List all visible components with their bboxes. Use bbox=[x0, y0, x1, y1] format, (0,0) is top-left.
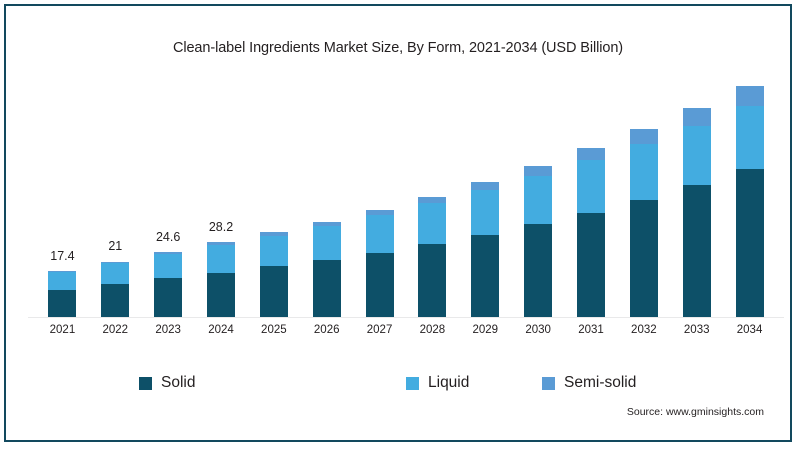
x-axis-tick-2025: 2025 bbox=[261, 324, 287, 336]
bar-segment-solid bbox=[101, 284, 130, 318]
bar-2024[interactable] bbox=[207, 242, 235, 318]
bar-segment-liquid bbox=[735, 106, 764, 170]
bar-2028[interactable] bbox=[418, 196, 447, 318]
bar-segment-semi-solid bbox=[735, 86, 764, 107]
bar-value-label-2022: 21 bbox=[108, 239, 123, 254]
bar-segment-solid bbox=[471, 234, 500, 318]
legend-item-semi-solid[interactable]: Semi-solid bbox=[542, 374, 636, 392]
bar-segment-liquid bbox=[629, 143, 658, 200]
x-axis-tick-2028: 2028 bbox=[419, 324, 446, 336]
bar-segment-solid bbox=[524, 224, 553, 318]
bar-segment-solid bbox=[577, 212, 605, 318]
bar-segment-liquid bbox=[524, 175, 553, 225]
bar-segment-liquid bbox=[471, 190, 500, 235]
x-axis-tick-2022: 2022 bbox=[102, 324, 129, 336]
bar-2023[interactable] bbox=[154, 251, 183, 318]
legend-swatch-semi-solid-icon bbox=[542, 376, 555, 390]
bar-segment-liquid bbox=[365, 215, 394, 253]
bar-2029[interactable] bbox=[471, 181, 500, 318]
legend-label: Liquid bbox=[428, 374, 470, 391]
legend-label: Semi-solid bbox=[564, 374, 637, 391]
bar-segment-solid bbox=[418, 244, 447, 318]
source-attribution: Source: www.gminsights.com bbox=[626, 406, 764, 418]
bar-value-label-2024: 28.2 bbox=[208, 220, 234, 235]
bar-2025[interactable] bbox=[259, 232, 288, 318]
x-axis-tick-2033: 2033 bbox=[683, 324, 710, 336]
bar-segment-semi-solid bbox=[101, 261, 130, 264]
bar-segment-semi-solid bbox=[682, 108, 711, 126]
bar-segment-semi-solid bbox=[154, 251, 183, 254]
bar-segment-liquid bbox=[682, 125, 711, 186]
bar-segment-liquid bbox=[48, 272, 77, 291]
bar-2026[interactable] bbox=[312, 221, 341, 318]
bar-2032[interactable] bbox=[629, 128, 658, 318]
bar-segment-solid bbox=[48, 290, 77, 318]
bar-2022[interactable] bbox=[101, 261, 130, 318]
legend-item-solid[interactable]: Solid bbox=[139, 374, 195, 392]
legend-item-liquid[interactable]: Liquid bbox=[406, 374, 469, 392]
x-axis-tick-2024: 2024 bbox=[208, 324, 234, 336]
bar-segment-solid bbox=[154, 278, 183, 318]
x-axis-tick-2027: 2027 bbox=[366, 324, 393, 336]
bar-segment-solid bbox=[682, 185, 711, 318]
bar-segment-semi-solid bbox=[418, 196, 447, 204]
bar-segment-liquid bbox=[577, 160, 605, 213]
bar-2027[interactable] bbox=[365, 209, 394, 318]
x-axis-tick-2034: 2034 bbox=[736, 324, 763, 336]
bar-segment-solid bbox=[207, 272, 235, 318]
x-axis-tick-2023: 2023 bbox=[155, 324, 181, 336]
bar-2033[interactable] bbox=[682, 108, 711, 318]
bar-segment-solid bbox=[629, 199, 658, 318]
bar-2030[interactable] bbox=[524, 165, 553, 318]
bar-segment-liquid bbox=[154, 253, 183, 279]
x-axis-tick-2026: 2026 bbox=[313, 324, 340, 336]
chart-frame: Clean-label Ingredients Market Size, By … bbox=[4, 4, 792, 442]
bar-segment-semi-solid bbox=[629, 128, 658, 144]
bar-value-label-2021: 17.4 bbox=[50, 249, 75, 264]
bar-segment-solid bbox=[365, 252, 394, 318]
x-axis-tick-2030: 2030 bbox=[525, 324, 551, 336]
bar-segment-semi-solid bbox=[259, 232, 288, 236]
bar-segment-semi-solid bbox=[207, 242, 235, 245]
bar-segment-semi-solid bbox=[471, 181, 500, 191]
chart-legend: Solid Liquid Semi-solid bbox=[6, 374, 800, 400]
bar-segment-solid bbox=[259, 266, 288, 318]
x-axis-tick-2021: 2021 bbox=[49, 324, 76, 336]
bar-segment-liquid bbox=[312, 225, 341, 260]
plot-area: 17.4 21 24.6 28.2 bbox=[36, 76, 776, 318]
x-axis-tick-2029: 2029 bbox=[472, 324, 499, 336]
bar-segment-semi-solid bbox=[524, 165, 553, 176]
bar-value-label-2023: 24.6 bbox=[155, 229, 181, 244]
bar-segment-solid bbox=[735, 169, 764, 318]
bar-segment-liquid bbox=[207, 244, 235, 273]
bar-2021[interactable] bbox=[48, 271, 77, 318]
x-axis-tick-2031: 2031 bbox=[578, 324, 604, 336]
bar-segment-semi-solid bbox=[48, 271, 77, 273]
x-axis-tick-2032: 2032 bbox=[631, 324, 657, 336]
bar-segment-liquid bbox=[259, 235, 288, 267]
bar-2031[interactable] bbox=[577, 147, 605, 318]
bar-2034[interactable] bbox=[735, 86, 764, 318]
bar-segment-semi-solid bbox=[577, 147, 605, 161]
bar-segment-semi-solid bbox=[312, 221, 341, 226]
bar-segment-liquid bbox=[101, 263, 130, 285]
bar-segment-solid bbox=[312, 259, 341, 318]
legend-swatch-solid-icon bbox=[139, 376, 152, 390]
legend-label: Solid bbox=[161, 374, 196, 391]
chart-title: Clean-label Ingredients Market Size, By … bbox=[172, 40, 624, 56]
x-axis-labels: 2021 2022 2023 2024 2025 2026 2027 2028 2029 2030… bbox=[36, 324, 776, 342]
axis-baseline bbox=[28, 317, 784, 318]
bar-segment-liquid bbox=[418, 203, 447, 245]
legend-swatch-liquid-icon bbox=[406, 376, 419, 390]
bar-segment-semi-solid bbox=[365, 209, 394, 216]
